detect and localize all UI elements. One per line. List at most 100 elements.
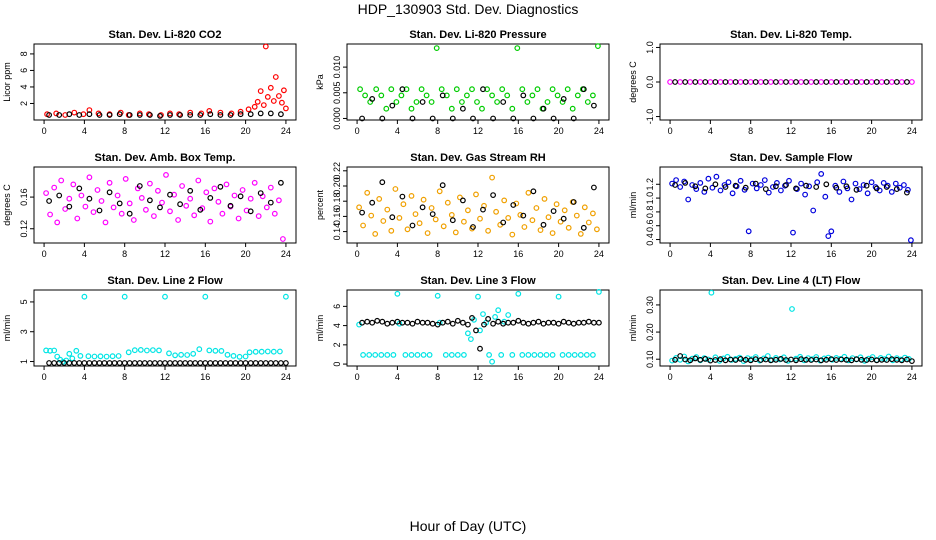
panel-title: Stan. Dev. Gas Stream RH (410, 152, 546, 164)
data-point (212, 360, 219, 366)
data-point (823, 181, 830, 188)
y-axis-label: kPa (315, 74, 325, 90)
data-point (469, 315, 475, 321)
data-point (513, 200, 520, 207)
data-point (778, 356, 784, 362)
series-2 (359, 86, 597, 122)
data-point (761, 177, 768, 184)
panel-6: Stan. Dev. Sample Flow ml/min 0 4 8 12 16 20 24 0… (628, 152, 923, 259)
x-tick-label: 12 (473, 126, 483, 136)
data-point (492, 314, 499, 320)
x-tick-label: 16 (826, 249, 836, 259)
data-point (56, 192, 63, 199)
x-tick-label: 0 (42, 249, 47, 259)
data-point (202, 293, 209, 300)
data-point (477, 215, 483, 222)
data-point (737, 79, 744, 85)
data-point (393, 99, 400, 105)
data-point (69, 355, 76, 362)
plot-frame (346, 289, 610, 367)
data-point (151, 360, 158, 366)
x-tick-label: 4 (395, 372, 400, 382)
data-point (131, 360, 138, 366)
data-point (669, 180, 675, 187)
data-point (207, 218, 214, 225)
data-point (570, 115, 577, 122)
x-tick-label: 8 (435, 372, 440, 382)
data-point (823, 79, 830, 85)
data-point (898, 357, 905, 364)
data-point (905, 186, 911, 193)
data-point (509, 231, 516, 238)
data-point (217, 109, 224, 116)
data-point (103, 353, 110, 360)
data-point (177, 201, 184, 208)
data-point (553, 201, 560, 208)
data-point (465, 321, 471, 328)
data-point (682, 79, 689, 85)
x-tick-label: 4 (708, 249, 713, 259)
x-tick-label: 16 (200, 126, 210, 136)
data-point (257, 360, 264, 366)
data-point (469, 86, 475, 93)
y-tick-label: 0.14 (332, 223, 342, 241)
data-point (263, 204, 270, 211)
data-point (66, 350, 73, 357)
data-point (793, 185, 799, 192)
data-point (86, 111, 93, 118)
x-tick-label: 12 (160, 249, 170, 259)
data-point (737, 356, 744, 362)
data-point (560, 95, 567, 102)
series-2 (359, 179, 597, 231)
data-point (495, 307, 502, 314)
data-point (856, 186, 863, 193)
data-point (473, 327, 479, 334)
data-point (495, 318, 502, 325)
data-point (384, 320, 391, 327)
data-point (468, 336, 474, 343)
data-point (449, 115, 456, 122)
data-point (565, 319, 572, 326)
data-point (404, 226, 411, 233)
data-point (167, 191, 173, 198)
panel-5: Stan. Dev. Gas Stream RH percent 0 4 8 12 16 20… (315, 152, 610, 259)
data-point (525, 320, 532, 327)
data-point (667, 79, 673, 85)
data-point (459, 99, 465, 105)
panel-4: Stan. Dev. Amb. Box Temp. degrees C 0 4 8 12 1… (2, 152, 297, 259)
data-point (143, 347, 150, 354)
data-point (96, 112, 103, 118)
data-point (70, 181, 77, 188)
data-point (549, 230, 556, 237)
data-point (272, 360, 279, 366)
data-point (167, 360, 173, 366)
data-point (66, 203, 73, 210)
data-point (904, 189, 910, 196)
data-point (247, 111, 254, 118)
data-point (461, 218, 467, 225)
x-tick-label: 8 (748, 249, 753, 259)
data-point (254, 98, 261, 105)
data-point (390, 352, 397, 358)
y-tick-label: 0.4 (645, 233, 655, 246)
data-point (742, 184, 749, 191)
x-tick-label: 4 (82, 126, 87, 136)
data-point (357, 86, 364, 93)
data-point (178, 351, 185, 358)
x-tick-label: 4 (708, 126, 713, 136)
data-point (571, 352, 578, 358)
data-point (364, 189, 371, 196)
data-point (692, 355, 699, 362)
x-tick-label: 16 (513, 249, 523, 259)
data-point (550, 319, 557, 326)
y-tick-label: 0.000 (332, 107, 342, 130)
data-point (73, 347, 80, 354)
data-point (257, 110, 264, 117)
data-point (366, 352, 373, 358)
data-point (106, 112, 113, 118)
data-point (283, 360, 289, 366)
series-2 (672, 353, 915, 365)
data-point (460, 197, 466, 204)
data-point (544, 99, 551, 105)
data-point (485, 316, 492, 322)
